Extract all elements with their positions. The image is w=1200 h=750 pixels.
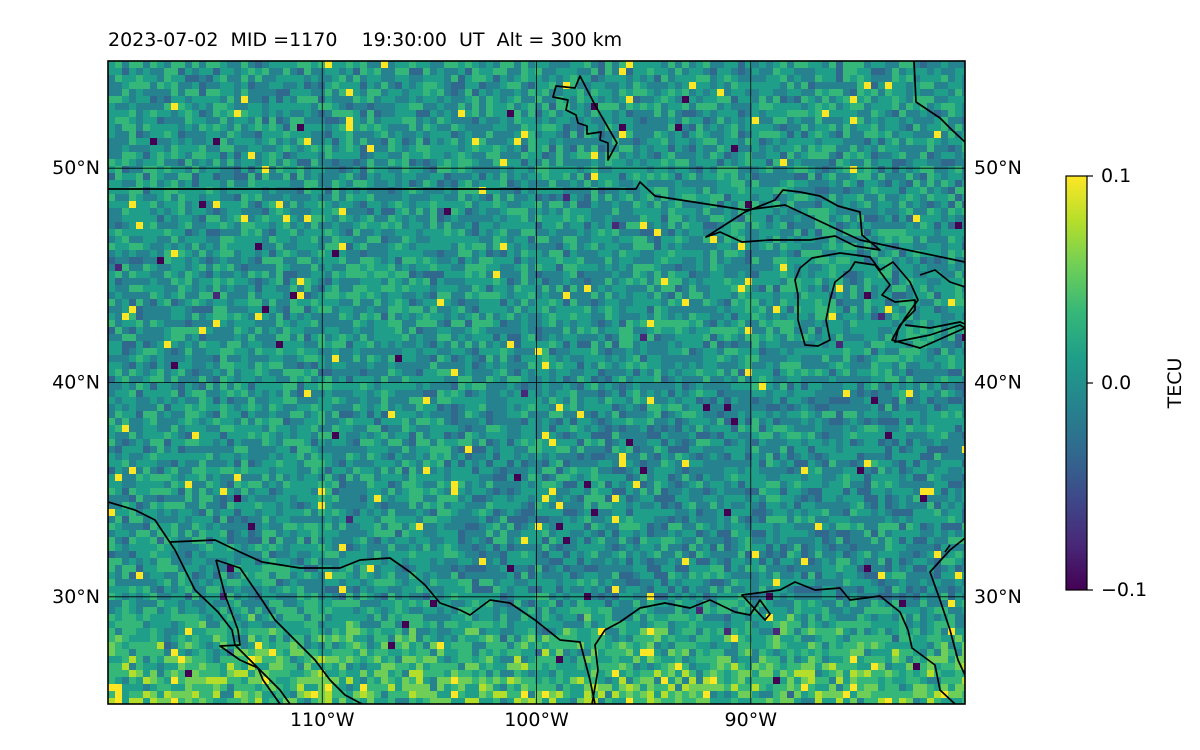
lon-labels: 110°W 100°W 90°W [290, 709, 777, 731]
colorbar-tick-label: −0.1 [1101, 579, 1147, 601]
lat-tick-label: 30°N [974, 586, 1022, 608]
colorbar-tick-label: 0.0 [1101, 372, 1131, 394]
baja-california [215, 559, 363, 704]
northeast-coast [913, 61, 965, 143]
lon-tick-label: 90°W [725, 709, 778, 731]
colorbar: 0.1 0.0 −0.1 TECU [1065, 165, 1186, 601]
us-canada-border [108, 181, 965, 263]
colorbar-gradient [1065, 175, 1088, 591]
colorbar-ticks: 0.1 0.0 −0.1 [1087, 165, 1147, 601]
lon-tick-label: 100°W [504, 709, 569, 731]
lake-winnipeg [552, 75, 618, 161]
lat-tick-label: 30°N [52, 586, 100, 608]
atlantic-coast [929, 537, 965, 676]
map-frame [107, 60, 966, 705]
lat-tick-label: 40°N [52, 372, 100, 394]
baja-inner [215, 559, 281, 704]
lake-erie [904, 321, 965, 329]
colorbar-tick-label: 0.1 [1101, 165, 1131, 187]
lat-tick-label: 40°N [974, 372, 1022, 394]
colorbar-label: TECU [1164, 358, 1186, 410]
gridlines [108, 61, 965, 704]
lat-tick-label: 50°N [974, 157, 1022, 179]
us-mexico-border [169, 539, 596, 704]
lake-michigan [794, 252, 965, 349]
lat-labels-left: 50°N 40°N 30°N [52, 157, 100, 608]
lat-labels-right: 50°N 40°N 30°N [974, 157, 1022, 608]
tec-raster [108, 61, 965, 704]
plot-title: 2023-07-02 MID =1170 19:30:00 UT Alt = 3… [108, 29, 623, 51]
lon-tick-label: 110°W [290, 709, 355, 731]
coastlines [108, 61, 965, 704]
gulf-coast [591, 581, 956, 704]
lake-huron-east [919, 269, 965, 288]
lat-tick-label: 50°N [52, 157, 100, 179]
florida-tip [944, 544, 951, 553]
pacific-coast [108, 501, 291, 704]
lake-superior [705, 189, 881, 251]
